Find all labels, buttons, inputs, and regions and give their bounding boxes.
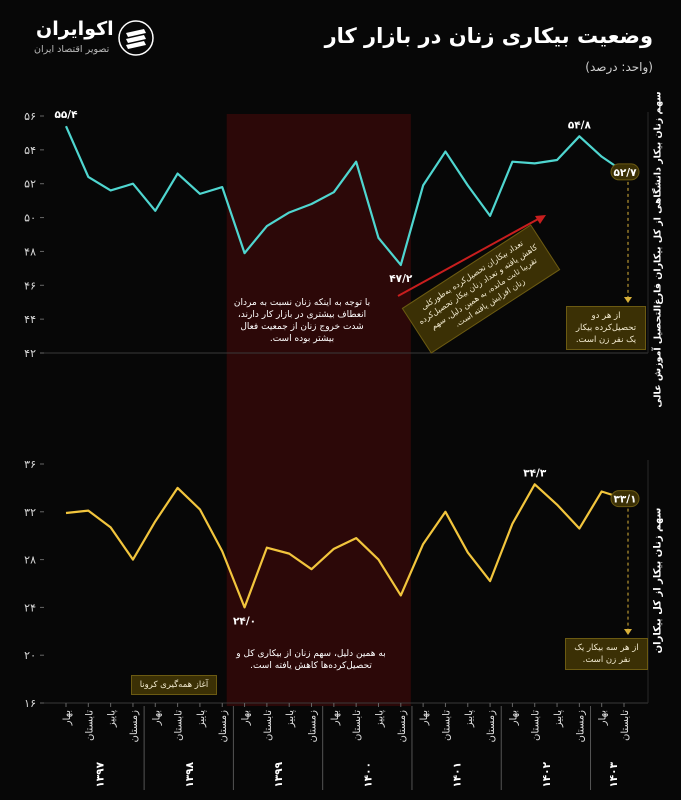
x-season-label: بهار [598, 710, 609, 726]
x-season-label: زمستان [308, 710, 319, 743]
trend-arrow-line [397, 217, 541, 297]
x-year-label: ۱۴۰۱ [452, 762, 464, 788]
x-season-label: زمستان [575, 710, 586, 743]
x-season-label: پاییز [196, 710, 207, 728]
x-season-label: تابستان [441, 710, 452, 741]
top-data-label: ۵۵/۴ [54, 109, 78, 121]
x-season-label: بهار [151, 710, 162, 726]
bottom-y-tick-label: ۲۸ [24, 554, 36, 567]
x-year-label: ۱۴۰۰ [362, 762, 374, 788]
top-y-tick-label: ۵۶ [24, 110, 36, 123]
top-leader-arrowhead [624, 297, 632, 303]
x-season-label: تابستان [263, 710, 274, 741]
covid-label: آغاز همه‌گیری کرونا [131, 675, 217, 695]
top-data-label: ۴۷/۲ [389, 273, 413, 285]
chart-subtitle: (واحد: درصد) [585, 60, 653, 74]
x-season-label: پاییز [374, 710, 385, 728]
bottom-y-axis-title: سهم زنان بیکار از کل بیکاران [652, 507, 664, 654]
bottom-y-tick-label: ۲۴ [24, 601, 36, 614]
x-season-label: تابستان [620, 710, 631, 741]
x-year-label: ۱۳۹۸ [184, 761, 196, 787]
brand-logo-icon [118, 20, 154, 60]
bottom-y-tick-label: ۳۲ [24, 506, 36, 519]
bottom-y-tick-label: ۳۶ [24, 458, 36, 471]
top-y-tick-label: ۴۴ [24, 313, 36, 326]
bottom-right-note: از هر سه بیکار یک نفر زن است. [565, 638, 648, 670]
bottom-series-line [65, 483, 625, 609]
x-season-label: پاییز [553, 710, 564, 728]
bottom-data-label: ۳۴/۳ [523, 467, 547, 479]
x-season-label: تابستان [531, 710, 542, 741]
x-year-label: ۱۳۹۷ [94, 761, 106, 787]
bottom-y-tick-label: ۲۰ [24, 649, 36, 662]
brand-tagline: تصویر اقتصاد ایران [34, 44, 110, 55]
x-season-label: بهار [508, 710, 519, 726]
top-y-tick-label: ۴۸ [24, 245, 36, 258]
bottom-leader-arrowhead [624, 629, 632, 635]
bottom-data-label: ۳۳/۱ [613, 494, 636, 506]
x-season-label: تابستان [352, 710, 363, 741]
chart-title: وضعیت بیکاری زنان در بازار کار [324, 24, 653, 48]
x-season-label: تابستان [84, 710, 95, 741]
x-season-label: بهار [419, 710, 430, 726]
x-season-label: زمستان [218, 710, 229, 743]
top-y-tick-label: ۵۲ [24, 178, 36, 191]
x-season-label: زمستان [397, 710, 408, 743]
x-season-label: پاییز [464, 710, 475, 728]
top-y-tick-label: ۴۶ [24, 279, 36, 292]
top-y-axis-title: سهم زنان بیکار دانشگاهی از کل بیکاران فا… [652, 91, 664, 408]
top-y-tick-label: ۴۲ [24, 347, 36, 360]
x-year-label: ۱۳۹۹ [273, 761, 285, 787]
x-season-label: بهار [241, 710, 252, 726]
top-data-label: ۵۲/۷ [613, 167, 637, 179]
x-year-label: ۱۴۰۲ [541, 761, 553, 787]
top-right-note: از هر دو تحصیل‌کرده بیکار یک نفر زن است. [566, 306, 646, 350]
x-season-label: زمستان [129, 710, 140, 743]
covid-highlight-band [226, 114, 411, 706]
top-data-label: ۵۴/۸ [568, 119, 592, 131]
x-year-label: ۱۴۰۳ [608, 761, 620, 787]
bottom-y-tick-label: ۱۶ [24, 697, 36, 710]
x-season-label: پاییز [285, 710, 296, 728]
x-season-label: زمستان [486, 710, 497, 743]
x-season-label: پاییز [107, 710, 118, 728]
brand-name: اکوایران [36, 18, 114, 40]
x-season-label: تابستان [174, 710, 185, 741]
top-series-line [64, 125, 625, 267]
covid-band-note: با توجه به اینکه زنان نسبت به مردان انعط… [233, 298, 371, 344]
trend-arrow-head [535, 215, 546, 224]
top-last-value-pill [610, 163, 640, 181]
x-season-label: بهار [62, 710, 73, 726]
bottom-band-note: به همین دلیل، سهم زنان از بیکاری کل و تح… [236, 649, 386, 671]
top-y-tick-label: ۵۴ [24, 144, 36, 157]
x-season-label: بهار [330, 710, 341, 726]
top-y-tick-label: ۵۰ [24, 212, 36, 225]
bottom-data-label: ۲۴/۰ [233, 615, 256, 627]
bottom-last-value-pill [610, 490, 640, 508]
